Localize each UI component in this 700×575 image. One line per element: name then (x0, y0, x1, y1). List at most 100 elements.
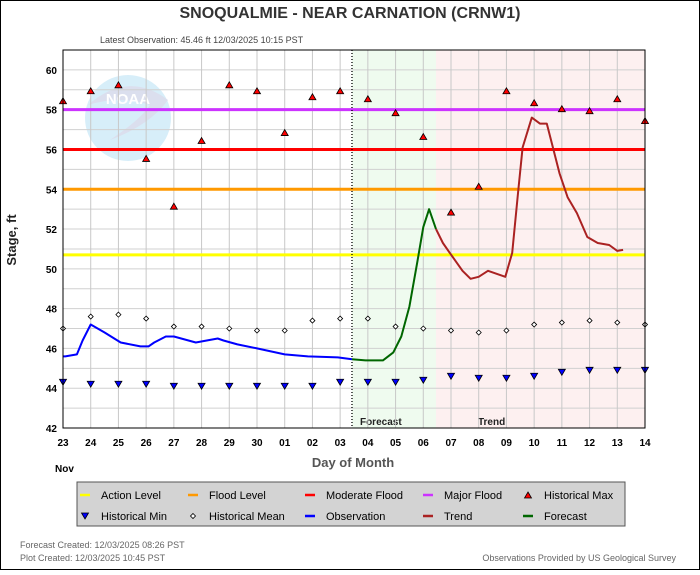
historical-max-marker (391, 108, 400, 117)
legend-box (76, 481, 626, 527)
x-tick-label: 09 (501, 438, 513, 449)
historical-max-marker (252, 86, 262, 95)
historical-max-marker (225, 81, 234, 89)
x-tick-label: 07 (445, 438, 457, 449)
x-tick-label: 28 (196, 438, 208, 449)
legend-historical-min-label: Historical Min (101, 511, 167, 523)
legend-major-flood-label: Major Flood (444, 490, 502, 502)
legend-historical-mean-swatch (189, 512, 197, 520)
legend-historical-max-label: Historical Max (544, 490, 614, 502)
historical-max-marker (446, 208, 456, 216)
historical-min-marker (613, 366, 622, 375)
historical-mean-marker (586, 317, 593, 324)
historical-mean-marker (475, 329, 482, 336)
latest-observation: Latest Observation: 45.46 ft 12/03/2025 … (100, 35, 304, 45)
plot-area: Forecast Trend NOAA 23 24 25 26 27 28 29 30 01 02 03 0… (46, 49, 651, 449)
historical-mean-marker (115, 311, 122, 318)
historical-max-marker (529, 98, 539, 107)
y-tick-label: 44 (46, 384, 58, 395)
historical-min-marker (169, 382, 179, 391)
historical-max-marker (280, 128, 289, 136)
x-tick-label: 30 (251, 438, 263, 449)
x-tick-label: 02 (307, 438, 319, 449)
historical-min-marker (557, 368, 567, 377)
region-label-trend: Trend (478, 417, 505, 428)
historical-mean-marker (558, 319, 565, 326)
historical-min-marker (529, 372, 539, 381)
legend-historical-min-swatch (80, 512, 90, 520)
y-tick-label: 54 (46, 185, 58, 196)
historical-mean-marker (253, 327, 261, 334)
historical-min-marker (86, 380, 95, 389)
region-trend (435, 50, 645, 428)
historical-max-marker (419, 132, 428, 140)
historical-mean-marker (198, 323, 205, 330)
x-tick-label: 06 (418, 438, 430, 449)
historical-max-marker (613, 94, 622, 103)
historical-mean-marker (420, 325, 427, 332)
historical-min-marker (363, 378, 373, 387)
historical-max-marker (335, 86, 345, 95)
x-tick-label: 03 (335, 438, 347, 449)
legend-historical-max-swatch (523, 491, 533, 499)
historical-min-marker (114, 380, 123, 389)
chart-title: SNOQUALMIE - NEAR CARNATION (CRNW1) (179, 5, 520, 22)
x-tick-label: 08 (473, 438, 485, 449)
x-tick-label: 23 (57, 438, 69, 449)
x-tick-label: 13 (612, 438, 624, 449)
historical-max-marker (474, 182, 483, 190)
x-tick-label: 11 (557, 438, 568, 449)
historical-min-marker (308, 382, 317, 391)
legend: Action Level Flood Level Moderate Flood Maj… (76, 481, 626, 527)
historical-mean-marker (447, 327, 455, 334)
noaa-logo-bird (88, 86, 168, 140)
legend-action-level-label: Action Level (101, 490, 161, 502)
historical-max-marker (502, 86, 511, 95)
historical-min-marker (474, 374, 483, 383)
plot-border (62, 49, 646, 429)
historical-max-marker (86, 86, 95, 95)
x-tick-label: 10 (529, 438, 541, 449)
historical-min-marker (280, 382, 289, 391)
historical-max-marker (585, 106, 594, 115)
legend-moderate-flood-label: Moderate Flood (326, 490, 403, 502)
x-tick-label: 01 (279, 438, 291, 449)
y-tick-label: 60 (46, 66, 58, 77)
data-provider: Observations Provided by US Geological S… (482, 553, 676, 563)
historical-min-marker (446, 372, 456, 381)
historical-mean-marker (281, 327, 288, 334)
x-tick-label: 26 (141, 438, 153, 449)
x-axis-label: Day of Month (312, 455, 394, 470)
historical-mean-marker (337, 315, 344, 322)
historical-mean-marker (392, 323, 399, 330)
historical-mean-marker (226, 325, 233, 332)
noaa-logo: NOAA (85, 75, 171, 161)
historical-max-marker (169, 202, 179, 210)
legend-flood-level-label: Flood Level (209, 490, 266, 502)
x-tick-label: 12 (584, 438, 596, 449)
historical-min-marker (585, 366, 594, 375)
x-tick-label: 05 (390, 438, 402, 449)
y-tick-label: 48 (46, 305, 58, 316)
series-observation (63, 323, 353, 361)
legend-observation-label: Observation (326, 511, 385, 523)
x-tick-label: 25 (113, 438, 125, 449)
x-tick-label: 04 (362, 438, 374, 449)
historical-max-marker (363, 94, 373, 103)
y-axis-label: Stage, ft (4, 214, 19, 266)
historical-min-marker (502, 374, 511, 383)
series-trend (435, 116, 624, 280)
historical-mean-marker (531, 321, 538, 328)
historical-mean-marker (87, 313, 94, 320)
y-tick-label: 52 (46, 225, 58, 236)
legend-forecast-label: Forecast (544, 511, 587, 523)
month-label: Nov (55, 464, 74, 475)
historical-min-marker (197, 382, 206, 391)
historical-mean-marker (503, 327, 510, 334)
historical-mean-marker (364, 315, 371, 322)
x-tick-label: 27 (168, 438, 180, 449)
y-tick-label: 42 (46, 424, 58, 435)
historical-min-marker (225, 382, 234, 391)
historical-min-marker (419, 376, 428, 385)
forecast-created: Forecast Created: 12/03/2025 08:26 PST (20, 540, 185, 550)
